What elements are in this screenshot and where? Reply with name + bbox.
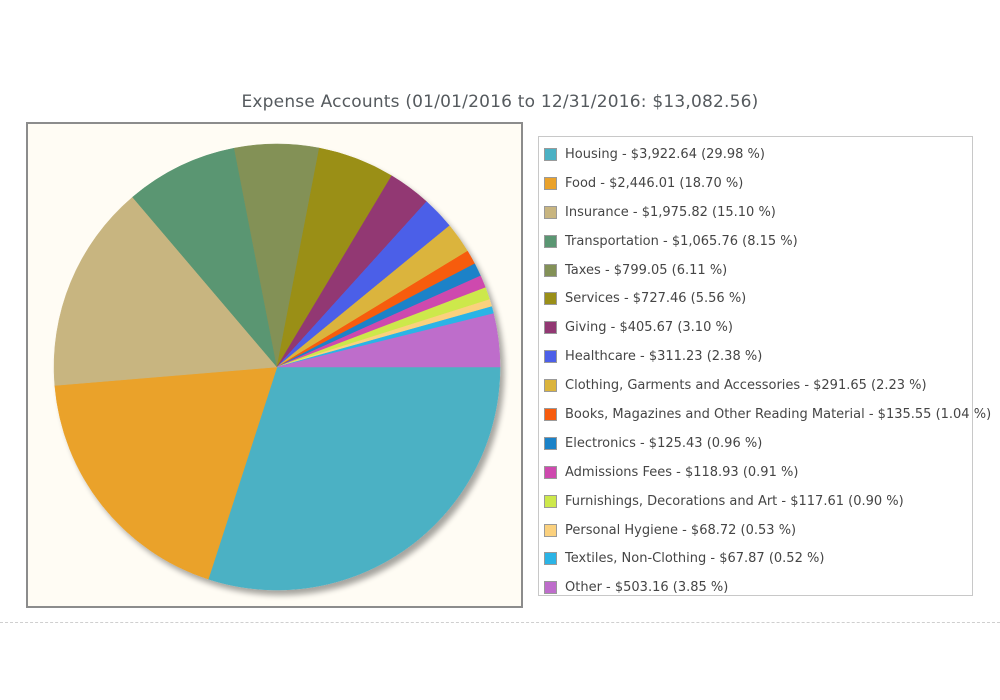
- legend-swatch: [544, 234, 557, 248]
- legend-item[interactable]: Transportation - $1,065.76 (8.15 %): [539, 227, 972, 256]
- pie-slice-transportation[interactable]: [132, 147, 278, 368]
- legend-item[interactable]: Food - $2,446.01 (18.70 %): [539, 169, 972, 198]
- legend-label: Admissions Fees - $118.93 (0.91 %): [565, 464, 799, 480]
- legend-item[interactable]: Electronics - $125.43 (0.96 %): [539, 429, 972, 458]
- legend-item[interactable]: Admissions Fees - $118.93 (0.91 %): [539, 458, 972, 487]
- legend-swatch: [544, 379, 557, 393]
- legend-label: Housing - $3,922.64 (29.98 %): [565, 146, 765, 162]
- legend-label: Textiles, Non-Clothing - $67.87 (0.52 %): [565, 551, 825, 567]
- legend-item[interactable]: Furnishings, Decorations and Art - $117.…: [539, 487, 972, 516]
- pie-chart: [53, 143, 501, 591]
- legend-swatch: [544, 176, 557, 190]
- legend-label: Services - $727.46 (5.56 %): [565, 291, 747, 307]
- legend-swatch: [544, 292, 557, 306]
- legend-item[interactable]: Clothing, Garments and Accessories - $29…: [539, 371, 972, 400]
- chart-legend: Housing - $3,922.64 (29.98 %) Food - $2,4…: [538, 136, 991, 596]
- legend-label: Taxes - $799.05 (6.11 %): [565, 262, 728, 278]
- legend-label: Transportation - $1,065.76 (8.15 %): [565, 233, 798, 249]
- legend-label: Clothing, Garments and Accessories - $29…: [565, 378, 927, 394]
- pie-slice-insurance[interactable]: [53, 196, 278, 386]
- plot-area: [26, 122, 523, 608]
- legend-label: Electronics - $125.43 (0.96 %): [565, 435, 763, 451]
- legend-swatch: [544, 263, 557, 277]
- legend-item[interactable]: Books, Magazines and Other Reading Mater…: [539, 400, 991, 429]
- legend-item[interactable]: Healthcare - $311.23 (2.38 %): [539, 342, 972, 371]
- legend-swatch: [544, 465, 557, 479]
- divider: [0, 622, 1000, 623]
- legend-item[interactable]: Other - $503.16 (3.85 %): [539, 573, 972, 602]
- legend-item[interactable]: Services - $727.46 (5.56 %): [539, 284, 972, 313]
- legend-label: Healthcare - $311.23 (2.38 %): [565, 349, 763, 365]
- pie-slice-other[interactable]: [276, 313, 501, 368]
- legend-swatch: [544, 407, 557, 421]
- legend-label: Furnishings, Decorations and Art - $117.…: [565, 493, 904, 509]
- legend-swatch: [544, 147, 557, 161]
- legend-swatch: [544, 205, 557, 219]
- legend-label: Other - $503.16 (3.85 %): [565, 580, 729, 596]
- legend-swatch: [544, 350, 557, 364]
- legend-swatch: [544, 436, 557, 450]
- legend-item[interactable]: Textiles, Non-Clothing - $67.87 (0.52 %): [539, 544, 972, 573]
- chart-title: Expense Accounts (01/01/2016 to 12/31/20…: [241, 92, 759, 112]
- legend-label: Personal Hygiene - $68.72 (0.53 %): [565, 522, 797, 538]
- legend-item[interactable]: Giving - $405.67 (3.10 %): [539, 313, 972, 342]
- legend-swatch: [544, 321, 557, 335]
- legend-swatch: [544, 494, 557, 508]
- pie-slice-housing[interactable]: [207, 366, 501, 591]
- legend-swatch: [544, 581, 557, 595]
- legend-label: Insurance - $1,975.82 (15.10 %): [565, 204, 776, 220]
- legend-swatch: [544, 523, 557, 537]
- legend-label: Books, Magazines and Other Reading Mater…: [565, 406, 992, 422]
- legend-label: Food - $2,446.01 (18.70 %): [565, 175, 744, 191]
- legend-swatch: [544, 552, 557, 566]
- legend-item[interactable]: Taxes - $799.05 (6.11 %): [539, 256, 972, 285]
- legend-label: Giving - $405.67 (3.10 %): [565, 320, 733, 336]
- legend-item[interactable]: Insurance - $1,975.82 (15.10 %): [539, 198, 972, 227]
- pie-slice-food[interactable]: [54, 366, 278, 580]
- legend-item[interactable]: Housing - $3,922.64 (29.98 %): [539, 140, 972, 169]
- legend-item[interactable]: Personal Hygiene - $68.72 (0.53 %): [539, 516, 972, 545]
